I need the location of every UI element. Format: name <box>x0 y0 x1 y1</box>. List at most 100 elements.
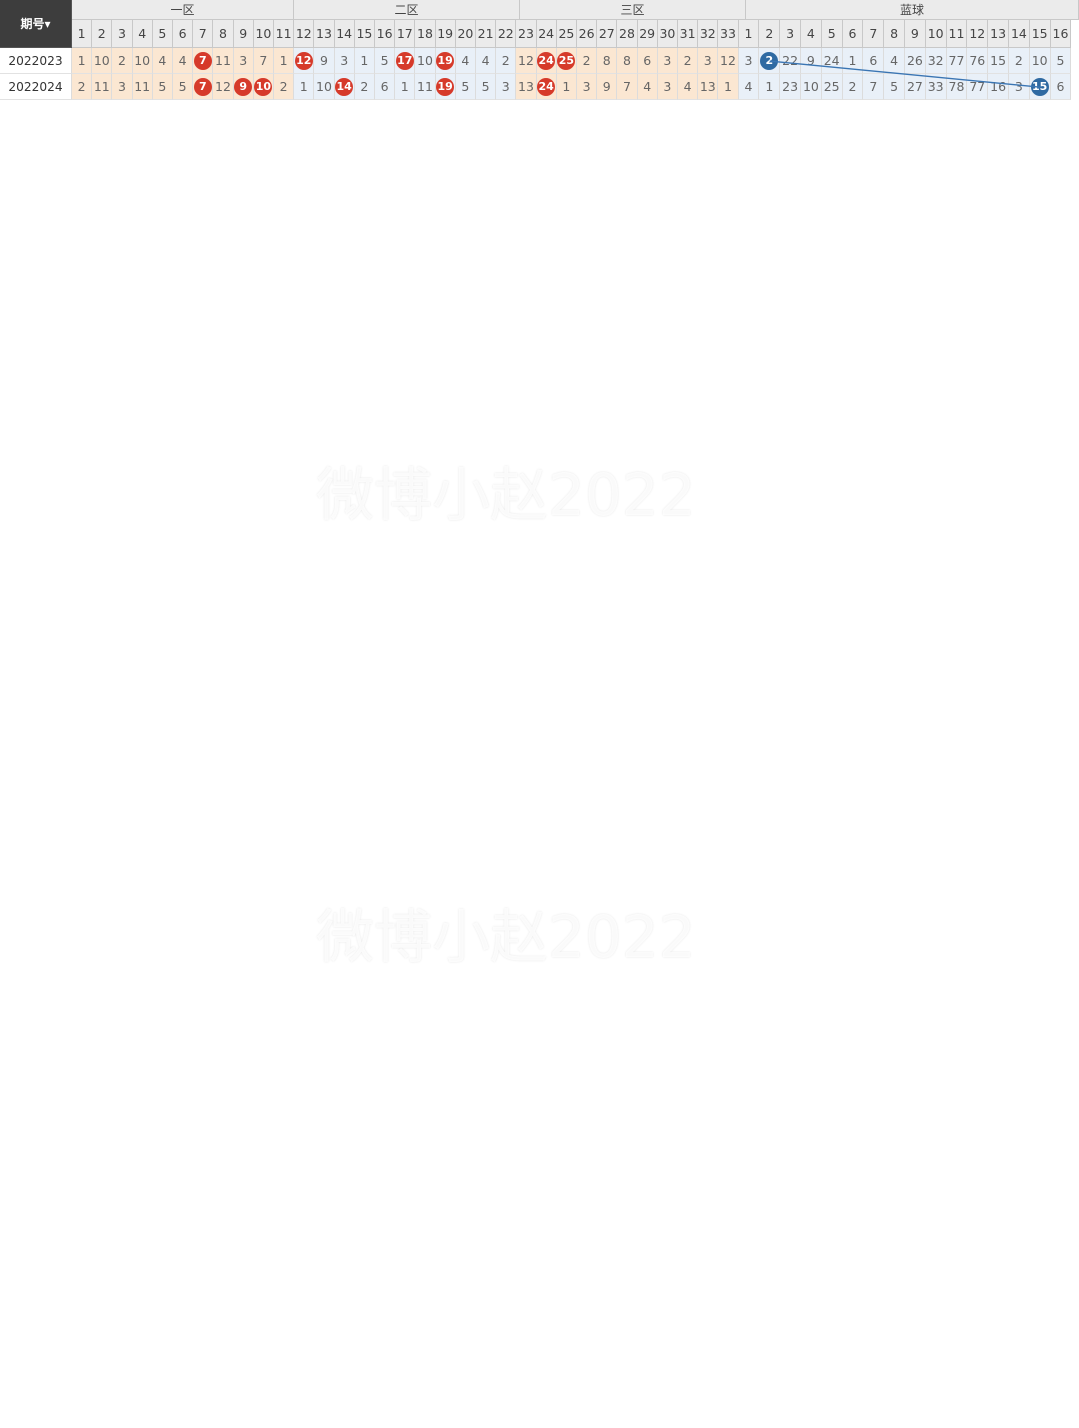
red-number-22: 22 <box>496 20 517 48</box>
red-miss-count-cell: 1 <box>72 48 93 75</box>
red-miss-count-cell: 5 <box>476 74 497 101</box>
blue-miss-count-cell: 27 <box>905 74 926 101</box>
red-number-3: 3 <box>112 20 133 48</box>
red-number-5: 5 <box>152 20 173 48</box>
blue-miss-count-cell: 33 <box>925 74 947 101</box>
red-miss-count-cell: 1 <box>395 74 416 101</box>
red-miss-count-cell: 12 <box>516 48 537 75</box>
red-miss-count-cell: 2 <box>577 48 598 75</box>
blue-miss-count-cell: 1 <box>759 74 781 101</box>
red-number-20: 20 <box>455 20 476 48</box>
period-cell: 2022023 <box>0 48 72 75</box>
red-ball-hit-cell: 17 <box>395 48 416 75</box>
blue-ball-hit-cell: 15 <box>1029 74 1051 101</box>
red-miss-count-cell: 1 <box>718 74 739 101</box>
red-miss-count-cell: 2 <box>354 74 375 101</box>
blue-miss-count-cell: 5 <box>884 74 905 101</box>
red-miss-count-cell: 1 <box>354 48 375 75</box>
red-miss-count-cell: 11 <box>213 48 234 75</box>
red-ball-hit-cell: 24 <box>536 74 557 101</box>
red-ball-hit-cell: 19 <box>435 48 456 75</box>
red-number-7: 7 <box>193 20 214 48</box>
red-number-11: 11 <box>274 20 295 48</box>
blue-miss-count-cell: 1 <box>842 48 864 75</box>
blue-miss-count-cell: 2 <box>842 74 864 101</box>
blue-miss-count-cell: 10 <box>1029 48 1051 75</box>
red-ball: 7 <box>193 77 212 96</box>
red-number-1: 1 <box>72 20 93 48</box>
red-miss-count-cell: 4 <box>678 74 699 101</box>
red-miss-count-cell: 2 <box>72 74 93 101</box>
red-miss-count-cell: 1 <box>274 48 295 75</box>
red-miss-count-cell: 6 <box>637 48 658 75</box>
red-miss-count-cell: 12 <box>213 74 234 101</box>
red-ball-hit-cell: 12 <box>294 48 315 75</box>
blue-number-3: 3 <box>780 20 801 48</box>
red-number-17: 17 <box>395 20 416 48</box>
blue-miss-count-cell: 3 <box>1009 74 1030 101</box>
red-miss-count-cell: 2 <box>496 48 517 75</box>
red-ball-hit-cell: 7 <box>193 48 214 75</box>
red-miss-count-cell: 6 <box>375 74 396 101</box>
red-miss-count-cell: 3 <box>496 74 517 101</box>
red-miss-count-cell: 3 <box>657 74 678 101</box>
red-number-9: 9 <box>233 20 254 48</box>
red-ball: 24 <box>537 77 556 96</box>
red-miss-count-cell: 7 <box>617 74 638 101</box>
blue-number-11: 11 <box>946 20 968 48</box>
red-miss-count-cell: 13 <box>698 74 719 101</box>
red-miss-count-cell: 9 <box>597 74 618 101</box>
red-miss-count-cell: 3 <box>233 48 254 75</box>
red-number-19: 19 <box>435 20 456 48</box>
red-number-24: 24 <box>536 20 557 48</box>
red-number-21: 21 <box>476 20 497 48</box>
blue-miss-count-cell: 24 <box>821 48 843 75</box>
section-zone-3: 三区 <box>520 0 746 20</box>
blue-ball-hit-cell: 2 <box>759 48 781 75</box>
red-ball: 12 <box>294 51 313 70</box>
red-miss-count-cell: 10 <box>415 48 436 75</box>
blue-miss-count-cell: 6 <box>1050 74 1072 101</box>
red-miss-count-cell: 1 <box>556 74 577 101</box>
blue-number-6: 6 <box>842 20 864 48</box>
blue-number-10: 10 <box>925 20 947 48</box>
period-header[interactable]: 期号 ▾ <box>0 0 72 48</box>
blue-number-16: 16 <box>1050 20 1072 48</box>
red-ball: 17 <box>395 51 414 70</box>
red-number-33: 33 <box>718 20 739 48</box>
red-number-27: 27 <box>597 20 618 48</box>
red-miss-count-cell: 4 <box>455 48 476 75</box>
red-miss-count-cell: 11 <box>92 74 113 101</box>
watermark-text: 微博小赵2022 <box>316 903 696 971</box>
blue-number-15: 15 <box>1029 20 1051 48</box>
blue-miss-count-cell: 25 <box>821 74 843 101</box>
red-ball-hit-cell: 10 <box>253 74 274 101</box>
blue-miss-count-cell: 77 <box>946 48 968 75</box>
red-miss-count-cell: 4 <box>173 48 194 75</box>
blue-miss-count-cell: 77 <box>967 74 989 101</box>
red-ball: 19 <box>436 77 455 96</box>
red-number-4: 4 <box>132 20 153 48</box>
red-number-10: 10 <box>253 20 274 48</box>
red-miss-count-cell: 10 <box>132 48 153 75</box>
red-number-23: 23 <box>516 20 537 48</box>
blue-miss-count-cell: 76 <box>967 48 989 75</box>
red-miss-count-cell: 3 <box>657 48 678 75</box>
red-miss-count-cell: 10 <box>314 74 335 101</box>
blue-miss-count-cell: 9 <box>801 48 822 75</box>
red-ball: 14 <box>335 77 354 96</box>
red-number-29: 29 <box>637 20 658 48</box>
blue-miss-count-cell: 2 <box>1009 48 1030 75</box>
red-number-2: 2 <box>92 20 113 48</box>
blue-miss-count-cell: 15 <box>988 48 1009 75</box>
red-miss-count-cell: 3 <box>698 48 719 75</box>
red-ball-hit-cell: 24 <box>536 48 557 75</box>
red-number-26: 26 <box>577 20 598 48</box>
red-ball: 7 <box>193 51 212 70</box>
section-blue-ball: 蓝球 <box>746 0 1079 20</box>
red-miss-count-cell: 4 <box>637 74 658 101</box>
blue-number-4: 4 <box>801 20 822 48</box>
red-miss-count-cell: 2 <box>678 48 699 75</box>
red-miss-count-cell: 5 <box>152 74 173 101</box>
